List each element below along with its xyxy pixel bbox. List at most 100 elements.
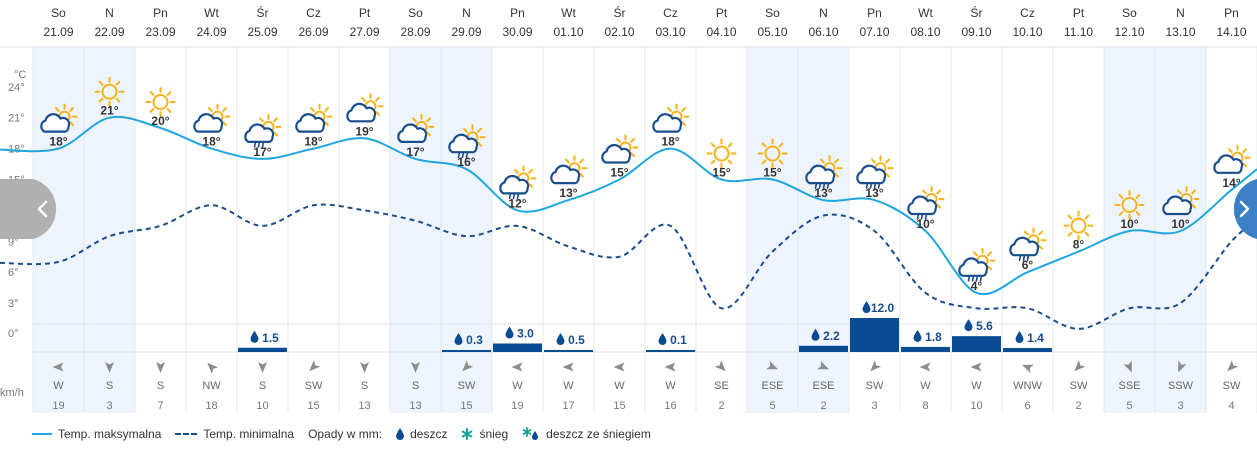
precip-label: 5.6: [976, 319, 993, 333]
weather-sun-cloud-rain-icon: [244, 113, 282, 148]
weather-sun-icon: [94, 76, 125, 107]
max-temp-line: [0, 115, 1257, 296]
cloud-shape: [1009, 236, 1040, 257]
weather-sun-cloud-icon: [346, 93, 384, 123]
day-date: 24.09: [196, 25, 226, 39]
sun-ray: [222, 121, 227, 127]
weather-sun-cloud-icon: [601, 134, 639, 164]
temp-label: 18°: [202, 135, 220, 149]
sun-ray: [98, 97, 104, 103]
wind-speed: 15: [460, 400, 472, 412]
day-name: Śr: [971, 5, 983, 20]
sun-ray: [630, 152, 635, 157]
sun-ray: [727, 159, 733, 165]
temp-label: 4°: [971, 279, 983, 293]
sun-ray: [412, 117, 417, 123]
wind-arrow-icon: [817, 360, 830, 370]
sun-ray: [936, 189, 941, 195]
arrow-shape: [1123, 360, 1132, 373]
day-name: Wt: [204, 6, 219, 20]
wind-arrow-icon: [360, 362, 369, 373]
sun-ray: [1242, 148, 1247, 154]
next-button[interactable]: [1233, 179, 1257, 239]
precip-bar: [901, 346, 950, 352]
temp-label: 18°: [304, 135, 322, 149]
day-name: Pn: [1224, 6, 1239, 20]
sun-ray: [1191, 189, 1196, 195]
sun-disc: [152, 94, 169, 110]
day-date: 22.09: [94, 25, 124, 39]
cloud-shape: [550, 164, 581, 185]
sun-ray: [115, 97, 121, 103]
cloud-shape: [856, 164, 887, 185]
wind-direction: SW: [866, 380, 884, 392]
arrow-shape: [870, 360, 882, 372]
weekend-column: [441, 47, 492, 413]
rain-streak: [253, 141, 257, 148]
day-name: Pn: [510, 6, 525, 20]
sun-ray: [310, 107, 315, 112]
rain-streak: [257, 141, 261, 148]
next-button-bg: [1233, 179, 1257, 239]
wind-direction: S: [361, 380, 368, 392]
wind-arrow-icon: [870, 360, 882, 372]
rain-streak: [822, 182, 826, 189]
legend-precip-label: Opady w mm:: [308, 427, 383, 441]
precip-label: 0.5: [568, 333, 585, 347]
wind-speed: 3: [106, 400, 112, 412]
sun-disc: [764, 145, 781, 162]
day-name: Pt: [716, 6, 728, 20]
sun-ray: [761, 142, 767, 148]
wind-direction: SW: [305, 380, 323, 392]
sun-ray: [273, 131, 278, 137]
y-tick: 3°: [8, 298, 19, 310]
raindrop-icon: [862, 301, 871, 313]
temp-label: 8°: [1073, 238, 1085, 252]
day-name: Pt: [359, 6, 371, 20]
sun-ray: [834, 172, 839, 178]
sun-ray: [710, 142, 716, 148]
y-tick: 6°: [8, 267, 19, 279]
prev-button[interactable]: [0, 179, 57, 239]
weather-sun-cloud-icon: [295, 103, 333, 133]
y-tick: 0°: [8, 328, 19, 340]
wind-speed: 15: [307, 400, 319, 412]
legend-snow: śnieg: [461, 427, 508, 441]
rain-streak: [465, 151, 469, 158]
wind-direction: W: [665, 380, 676, 392]
sun-ray: [871, 158, 876, 164]
prev-button-bg: [0, 179, 57, 239]
day-date: 10.10: [1012, 25, 1042, 39]
sun-ray: [667, 107, 672, 112]
cloud-shape: [601, 143, 632, 164]
sun-ray: [166, 91, 172, 96]
raindrop-icon: [556, 333, 565, 345]
sun-ray: [681, 107, 686, 112]
sun-ray: [69, 107, 74, 112]
arrow-shape: [664, 362, 676, 372]
legend-snow-label: śnieg: [479, 427, 509, 441]
sun-ray: [579, 158, 584, 164]
raindrop-icon: [913, 329, 922, 342]
day-name: N: [462, 6, 471, 20]
weather-sun-icon: [145, 87, 176, 117]
temp-label: 12°: [508, 196, 526, 210]
day-name: N: [105, 6, 114, 20]
wind-direction: NW: [202, 380, 221, 392]
wind-direction: SSW: [1168, 380, 1194, 392]
wind-speed: 13: [358, 400, 370, 412]
temperature-labels: 18° 21° 20° 18° 17° 18° 19° 17° 16° 12° 13° 15° 18° 1…: [49, 104, 1240, 293]
sun-ray: [681, 121, 686, 127]
day-date: 01.10: [553, 25, 583, 39]
day-name: N: [819, 6, 828, 20]
legend-max: Temp. maksymalna: [0, 427, 161, 441]
rain-snow-icon: [522, 427, 539, 440]
sun-ray: [477, 127, 482, 133]
arrow-shape: [360, 362, 369, 373]
weather-sun-icon: [1114, 190, 1145, 220]
rain-streak: [1026, 254, 1030, 262]
temp-label: 15°: [712, 166, 730, 180]
weather-sun-cloud-rain-icon: [1009, 227, 1047, 262]
sun-ray: [579, 172, 584, 178]
raindrop-icon: [1015, 331, 1024, 344]
